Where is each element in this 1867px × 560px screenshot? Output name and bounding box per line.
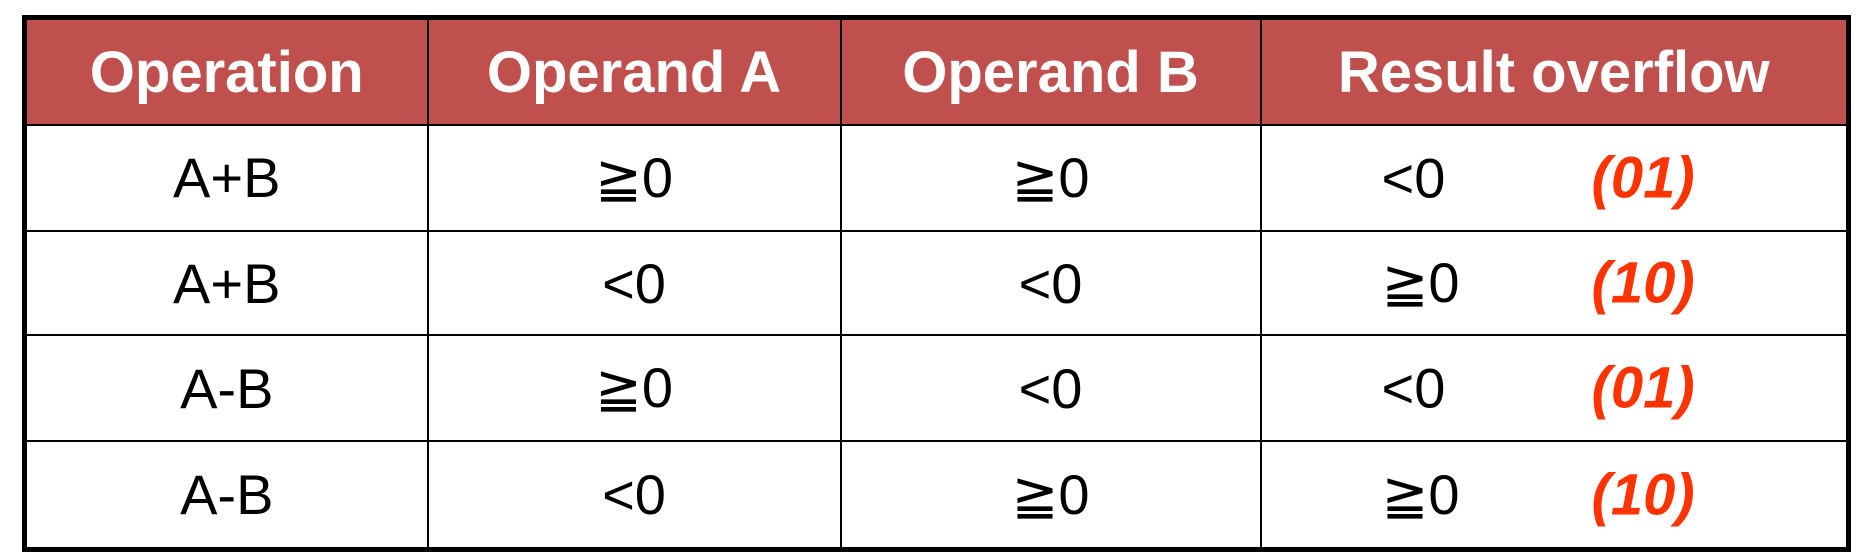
table-row: A-B <0 ≧0 ≧0 (10) [23,440,1850,551]
result-code: (10) [1591,250,1695,316]
cell-result: <0 (01) [1259,334,1850,443]
overflow-table: Operation Operand A Operand B Result ove… [22,15,1851,552]
table-row: A-B ≧0 <0 <0 (01) [23,334,1850,443]
result-code: (01) [1591,145,1695,211]
cell-operation: A-B [23,440,429,551]
result-value: ≧0 [1381,251,1460,315]
cell-result: ≧0 (10) [1259,229,1850,337]
header-row: Operation Operand A Operand B Result ove… [23,17,1850,126]
cell-operation: A+B [23,124,429,232]
cell-operand-a: ≧0 [426,334,842,443]
cell-operation: A-B [23,334,429,443]
header-operand-b: Operand B [839,17,1262,126]
table-row: A+B <0 <0 ≧0 (10) [23,229,1850,337]
cell-operand-b: ≧0 [839,124,1262,232]
cell-result: ≧0 (10) [1259,440,1850,551]
cell-operation: A+B [23,229,429,337]
result-code: (01) [1591,355,1695,421]
header-result-overflow: Result overflow [1259,17,1850,126]
cell-operand-b: <0 [839,229,1262,337]
overflow-table-container: Operation Operand A Operand B Result ove… [22,15,1851,552]
result-value: <0 [1381,146,1446,210]
cell-operand-b: <0 [839,334,1262,443]
cell-operand-a: <0 [426,440,842,551]
result-code: (10) [1591,462,1695,528]
cell-operand-a: ≧0 [426,124,842,232]
header-operand-a: Operand A [426,17,842,126]
header-operation: Operation [23,17,429,126]
cell-operand-a: <0 [426,229,842,337]
cell-operand-b: ≧0 [839,440,1262,551]
cell-result: <0 (01) [1259,124,1850,232]
result-value: <0 [1381,356,1446,420]
table-row: A+B ≧0 ≧0 <0 (01) [23,124,1850,232]
result-value: ≧0 [1381,462,1460,526]
